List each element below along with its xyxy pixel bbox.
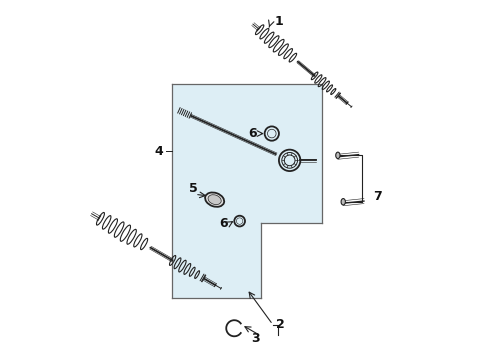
Ellipse shape	[336, 152, 340, 158]
Text: 6: 6	[219, 217, 228, 230]
Ellipse shape	[205, 193, 224, 207]
Text: 3: 3	[251, 333, 260, 346]
Text: 5: 5	[189, 183, 197, 195]
Text: 7: 7	[373, 190, 382, 203]
Bar	[261, 223, 322, 298]
Text: 4: 4	[155, 145, 164, 158]
Text: 2: 2	[276, 318, 285, 331]
Ellipse shape	[208, 195, 221, 204]
Bar	[172, 84, 322, 298]
Text: 1: 1	[274, 14, 283, 27]
Ellipse shape	[341, 199, 345, 205]
Text: 6: 6	[248, 127, 256, 140]
